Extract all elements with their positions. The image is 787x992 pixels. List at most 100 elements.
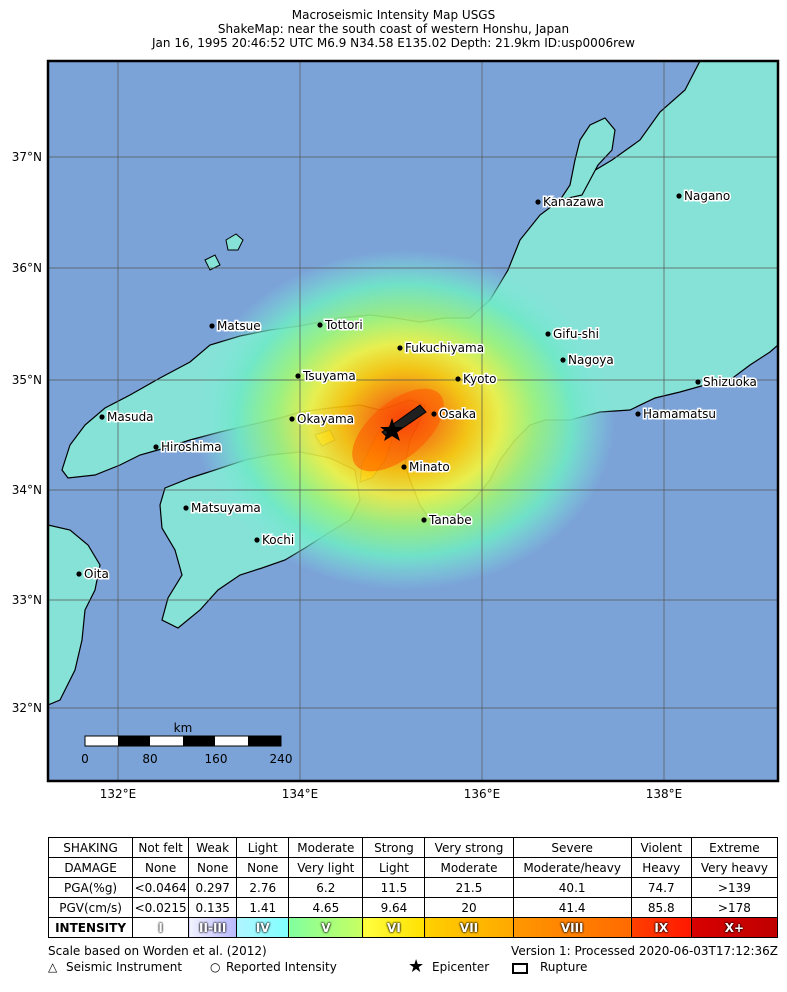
legend-cell: Strong (362, 837, 426, 858)
legend-cell: Extreme (690, 837, 779, 858)
map-subtitle: ShakeMap: near the south coast of wester… (217, 22, 570, 36)
legend-cell: Severe (512, 837, 632, 858)
city-dot (635, 411, 641, 417)
lat-34: 34°N (12, 483, 42, 497)
city-label-halo: Tottori (324, 318, 363, 332)
city-dot (99, 414, 105, 420)
legend-row: INTENSITY I II-III IV V VI VII VIII IX X+ (47, 917, 779, 938)
city-label-halo: Matsue (217, 319, 261, 333)
triangle-icon: △ (48, 960, 58, 974)
noto-peninsula (558, 117, 616, 201)
city-label: Matsuyama (191, 501, 261, 515)
legend-cell: 20 (424, 897, 514, 918)
city-dot (455, 376, 461, 382)
legend-cell: 40.1 (512, 877, 632, 898)
city-label-halo: Shizuoka (703, 375, 757, 389)
city-dot (254, 537, 260, 543)
legend-cell: 2.76 (236, 877, 290, 898)
city-label-halo: Tanabe (428, 513, 472, 527)
legend-cell: Weak (188, 837, 238, 858)
city-label: Kochi (262, 533, 294, 547)
oki-islands (204, 233, 244, 271)
city-dot (76, 571, 82, 577)
intensity-legend-table: SHAKING Not felt Weak Light Moderate Strong Ve… (47, 837, 779, 938)
city-label: Kyoto (463, 372, 497, 386)
legend-cell: Very light (288, 857, 364, 878)
legend-cell: 0.135 (188, 897, 238, 918)
city-label: Matsue (217, 319, 261, 333)
legend-cell: 9.64 (362, 897, 426, 918)
scale-tick-80: 80 (142, 752, 157, 766)
city-label: Masuda (107, 410, 154, 424)
city-label-halo: Tsuyama (302, 369, 356, 383)
legend-cell: VII (424, 917, 514, 938)
legend-cell: Moderate (288, 837, 364, 858)
scale-unit: km (174, 721, 193, 735)
lon-138: 138°E (646, 787, 683, 801)
map-title: Macroseismic Intensity Map USGS (291, 8, 496, 22)
legend-cell: <0.0464 (132, 877, 190, 898)
city-label: Hiroshima (161, 440, 222, 454)
legend-cell: V (288, 917, 364, 938)
city-dot (401, 464, 407, 470)
rectangle-icon (512, 963, 528, 974)
legend-cell: I (132, 917, 190, 938)
graticule (48, 61, 778, 781)
city-label: Tsuyama (302, 369, 356, 383)
lon-132: 132°E (100, 787, 137, 801)
legend-cell: 85.8 (630, 897, 692, 918)
legend-cell: Not felt (132, 837, 190, 858)
longitude-labels: 132°E 134°E 136°E 138°E (100, 787, 683, 801)
city-label: Hamamatsu (643, 407, 716, 421)
legend-row-header: INTENSITY (47, 917, 134, 938)
symbol-legend: △ Seismic Instrument ○ Reported Intensit… (48, 956, 778, 977)
city-label-halo: Minato (409, 460, 450, 474)
legend-cell: Moderate (424, 857, 514, 878)
city-label: Osaka (439, 407, 476, 421)
legend-cell: None (236, 857, 290, 878)
legend-cell: 21.5 (424, 877, 514, 898)
city-dot (421, 517, 427, 523)
lon-136: 136°E (464, 787, 501, 801)
legend-row-header: DAMAGE (47, 857, 134, 878)
legend-cell: VI (362, 917, 426, 938)
city-label: Oita (84, 567, 109, 581)
legend-cell: 74.7 (630, 877, 692, 898)
city-dot (560, 357, 566, 363)
legend-cell: None (132, 857, 190, 878)
city-dot (183, 505, 189, 511)
legend-cell: None (188, 857, 238, 878)
legend-cell: II-III (188, 917, 238, 938)
lat-33: 33°N (12, 593, 42, 607)
legend-cell: Moderate/heavy (512, 857, 632, 878)
legend-cell: >139 (690, 877, 779, 898)
city-dot (545, 331, 551, 337)
scale-tick-240: 240 (270, 752, 293, 766)
city-label: Okayama (297, 412, 354, 426)
lat-36: 36°N (12, 261, 42, 275)
city-label-halo: Nagano (684, 189, 730, 203)
legend-row: PGA(%g) <0.0464 0.297 2.76 6.2 11.5 21.5 40.1 74… (47, 877, 779, 898)
scale-note: Scale based on Worden et al. (2012) (48, 944, 267, 958)
city-dot (431, 411, 437, 417)
city-label: Tottori (324, 318, 363, 332)
legend-row: PGV(cm/s) <0.0215 0.135 1.41 4.65 9.64 20 41.4 8… (47, 897, 779, 918)
city-label: Fukuchiyama (405, 341, 484, 355)
rupture-label: Rupture (540, 960, 588, 974)
legend-cell: 4.65 (288, 897, 364, 918)
city-dot (397, 345, 403, 351)
city-label: Nagoya (568, 353, 614, 367)
